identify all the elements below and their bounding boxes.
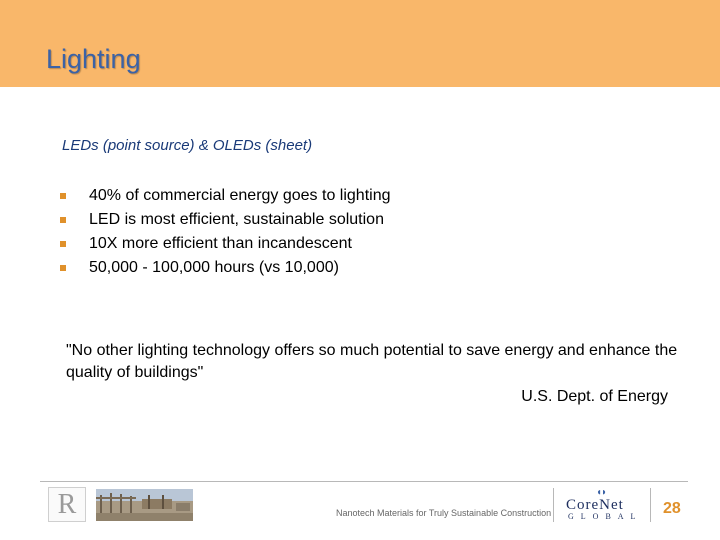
footer-caption: Nanotech Materials for Truly Sustainable… bbox=[336, 508, 552, 518]
slide-title: Lighting bbox=[46, 44, 141, 74]
square-bullet-icon bbox=[60, 193, 66, 199]
corenet-logo: ◖◗ CoreNet GLOBAL bbox=[566, 487, 638, 521]
r-logo-icon: R bbox=[48, 487, 86, 522]
footer-separator bbox=[553, 488, 554, 522]
square-bullet-icon bbox=[60, 217, 66, 223]
slide-subtitle: LEDs (point source) & OLEDs (sheet) bbox=[62, 137, 313, 154]
bullet-text: LED is most efficient, sustainable solut… bbox=[89, 211, 384, 228]
square-bullet-icon bbox=[60, 265, 66, 271]
page-number: 28 bbox=[663, 500, 681, 517]
footer-separator bbox=[650, 488, 651, 522]
construction-site-photo bbox=[96, 489, 193, 521]
bullet-text: 50,000 - 100,000 hours (vs 10,000) bbox=[89, 259, 339, 276]
logo-mark-icon: ◖◗ bbox=[596, 487, 607, 498]
quote-text: "No other lighting technology offers so … bbox=[66, 342, 678, 381]
square-bullet-icon bbox=[60, 241, 66, 247]
logo-wordmark: CoreNet bbox=[566, 497, 624, 513]
bullet-text: 40% of commercial energy goes to lightin… bbox=[89, 187, 391, 204]
title-bar: Lighting bbox=[0, 0, 720, 87]
quote-attribution: U.S. Dept. of Energy bbox=[521, 388, 668, 405]
bullet-text: 10X more efficient than incandescent bbox=[89, 235, 352, 252]
logo-subtext: GLOBAL bbox=[568, 512, 643, 521]
footer-divider bbox=[40, 481, 688, 482]
